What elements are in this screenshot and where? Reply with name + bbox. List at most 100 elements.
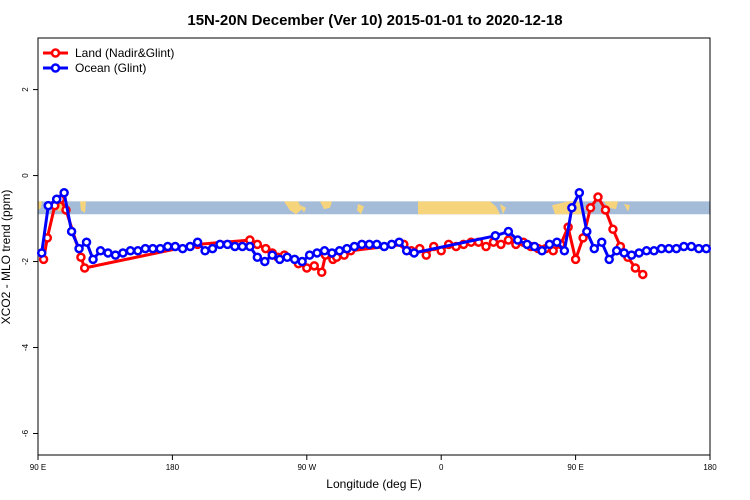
data-point: [267, 250, 278, 260]
data-point: [260, 256, 270, 267]
data-point: [110, 250, 121, 260]
data-point: [74, 243, 84, 254]
land-shape: [604, 201, 618, 210]
land-shape: [38, 201, 42, 211]
data-point: [490, 231, 501, 241]
legend-label: Land (Nadir&Glint): [75, 46, 174, 60]
data-point: [701, 243, 712, 254]
data-point: [349, 241, 360, 252]
data-point: [88, 254, 98, 265]
land-shape: [500, 203, 506, 215]
data-point: [59, 188, 69, 198]
y-tick-label: -6: [21, 429, 30, 437]
data-point: [585, 203, 596, 213]
data-point: [162, 241, 173, 252]
data-point: [409, 248, 419, 258]
data-point: [309, 261, 320, 271]
data-point: [503, 226, 514, 237]
data-point: [694, 243, 704, 254]
data-point: [512, 235, 523, 245]
data-point: [401, 246, 412, 256]
data-point: [638, 269, 648, 280]
x-tick-label: 90 E: [567, 463, 583, 472]
data-point: [316, 267, 327, 278]
data-point: [593, 192, 603, 202]
data-point: [81, 237, 92, 247]
data-point: [357, 239, 367, 250]
data-point: [177, 243, 188, 254]
legend-marker: [50, 48, 61, 58]
data-point: [237, 241, 248, 252]
data-point: [192, 237, 203, 247]
data-point: [630, 263, 641, 273]
data-point: [608, 224, 618, 235]
legend-marker: [50, 63, 61, 73]
data-point: [215, 239, 225, 250]
y-axis-label: XCO2 - MLO trend (ppm): [0, 190, 13, 325]
data-point: [327, 248, 337, 258]
land-shape: [80, 201, 86, 213]
data-point: [589, 243, 600, 254]
data-point: [626, 250, 637, 260]
data-point: [379, 241, 390, 252]
data-point: [66, 226, 77, 237]
data-point: [334, 246, 345, 256]
chart-title: 15N-20N December (Ver 10) 2015-01-01 to …: [187, 12, 562, 29]
data-point: [95, 246, 106, 256]
land-shape: [284, 201, 302, 215]
x-axis-label: Longitude (deg E): [326, 477, 421, 491]
data-point: [656, 243, 667, 254]
x-tick-label: 90 W: [297, 463, 316, 472]
land-shape: [300, 205, 306, 213]
data-point: [641, 246, 652, 256]
x-tick-label: 0: [439, 463, 444, 472]
data-point: [274, 254, 285, 265]
data-point: [559, 246, 570, 256]
data-point: [140, 243, 151, 254]
data-point: [342, 243, 352, 254]
data-point: [619, 248, 629, 258]
data-point: [79, 263, 90, 273]
data-point: [185, 241, 195, 252]
y-tick-label: 0: [21, 173, 30, 178]
data-point: [596, 237, 607, 247]
data-point: [567, 203, 577, 213]
data-point: [649, 246, 659, 256]
data-point: [304, 250, 315, 260]
data-point: [312, 248, 322, 258]
data-point: [537, 246, 547, 256]
land-shape: [357, 203, 364, 215]
data-point: [686, 241, 697, 252]
data-point: [118, 248, 128, 258]
data-point: [570, 254, 581, 265]
data-point: [372, 239, 382, 250]
data-point: [43, 200, 54, 211]
data-point: [600, 205, 611, 215]
data-point: [634, 248, 644, 258]
data-point: [503, 235, 514, 245]
data-point: [170, 241, 180, 252]
data-point: [421, 250, 432, 260]
data-point: [260, 243, 271, 254]
y-tick-label: -2: [21, 257, 30, 265]
data-point: [319, 246, 330, 256]
data-point: [582, 226, 592, 237]
plot-area: 90 E 180 90 W 0 90 E 180 2 0 -2 -4 -6: [21, 37, 717, 472]
x-tick-label: 180: [703, 463, 717, 472]
y-tick-label: 2: [21, 87, 30, 92]
data-point: [51, 194, 62, 204]
land-shape: [624, 203, 630, 212]
data-point: [671, 243, 682, 254]
data-point: [245, 241, 255, 252]
legend: Land (Nadir&Glint)Ocean (Glint): [43, 46, 174, 75]
data-point: [103, 248, 113, 258]
data-point: [611, 246, 622, 256]
data-point: [297, 256, 307, 267]
data-point: [496, 239, 506, 250]
data-point: [36, 248, 47, 258]
data-point: [125, 246, 136, 256]
data-point: [386, 239, 397, 250]
data-point: [76, 252, 86, 262]
y-tick-label: -4: [21, 343, 30, 351]
